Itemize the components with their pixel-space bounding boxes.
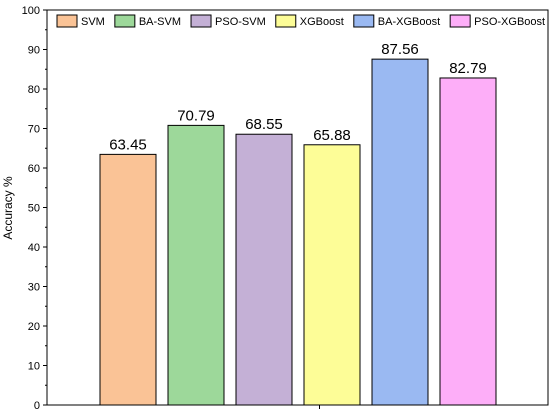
bar-xgboost xyxy=(303,144,361,406)
y-tick-label: 70 xyxy=(28,124,40,136)
legend-entry: PSO-SVM xyxy=(215,16,266,28)
legend-swatch xyxy=(56,14,78,28)
legend-entry: PSO-XGBoost xyxy=(474,16,545,28)
legend-entry: BA-XGBoost xyxy=(378,16,440,28)
y-tick-label: 80 xyxy=(28,84,40,96)
legend-swatch xyxy=(114,14,136,28)
data-label: 82.79 xyxy=(449,60,487,77)
bar-ba-svm xyxy=(167,124,225,406)
legend-entry: SVM xyxy=(81,16,105,28)
data-label: 87.56 xyxy=(381,41,419,58)
bar-ba-xgboost xyxy=(371,58,429,406)
legend-swatch xyxy=(449,14,471,28)
legend: SVM BA-SVM PSO-SVM XGBoost BA-XGBoost PSO-XGB… xyxy=(56,14,545,28)
data-label: 63.45 xyxy=(109,136,147,153)
y-tick-label: 40 xyxy=(28,242,40,254)
legend-swatch xyxy=(353,14,375,28)
legend-entry: BA-SVM xyxy=(139,16,181,28)
y-tick-label: 50 xyxy=(28,203,40,215)
data-label: 65.88 xyxy=(313,127,351,144)
plot-area: 0 10 20 30 40 50 60 70 80 90 100 63.45 70.79 68.55 65.… xyxy=(22,5,549,412)
y-tick-label: 90 xyxy=(28,45,40,57)
data-label: 68.55 xyxy=(245,116,283,133)
y-tick-label: 60 xyxy=(28,163,40,175)
bar-pso-svm xyxy=(235,133,293,406)
y-tick-label: 10 xyxy=(28,361,40,373)
bar-svm xyxy=(99,153,157,406)
legend-swatch xyxy=(275,14,297,28)
data-label: 70.79 xyxy=(177,107,215,124)
bar-pso-xgboost xyxy=(439,77,497,406)
y-axis-label: Accuracy % xyxy=(1,176,15,240)
y-tick-label: 30 xyxy=(28,282,40,294)
legend-entry: XGBoost xyxy=(300,16,344,28)
y-tick-label: 100 xyxy=(22,5,40,17)
legend-swatch xyxy=(190,14,212,28)
y-tick-label: 20 xyxy=(28,321,40,333)
y-tick-label: 0 xyxy=(34,400,40,412)
